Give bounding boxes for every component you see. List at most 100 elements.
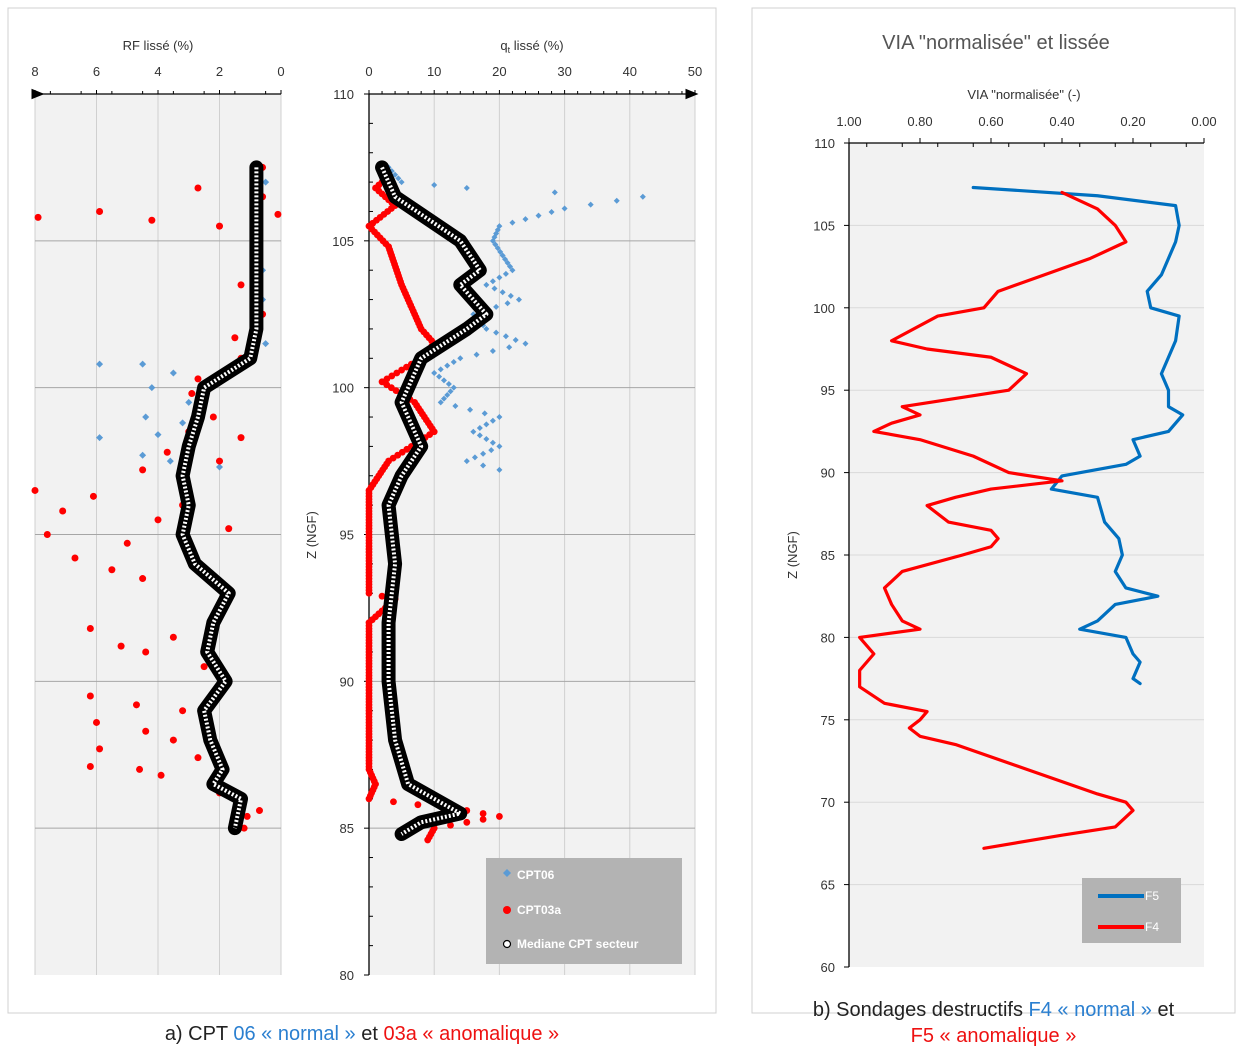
cpt06-point: [262, 178, 270, 186]
legend-cpt06-marker: [503, 869, 511, 877]
cpt06-point: [447, 388, 454, 395]
cpt06-point: [502, 270, 509, 277]
cpt06-point: [139, 451, 147, 459]
x-tick-label: 0.80: [907, 114, 932, 129]
cpt06-point: [502, 333, 509, 340]
cpt06-point: [476, 432, 483, 439]
cpt06-point: [444, 362, 451, 369]
legend-cpt06-label: CPT06: [517, 868, 555, 882]
cpt06-point: [450, 358, 457, 365]
cpt06-point: [148, 384, 156, 392]
cpt03a-point: [194, 754, 202, 762]
f5-line: [971, 185, 1185, 686]
cpt03a-point: [378, 592, 386, 600]
cpt03a-point: [216, 222, 223, 230]
cpt03a-point: [154, 516, 162, 524]
cpt03a-point: [237, 434, 245, 442]
cpt06-point: [483, 436, 490, 443]
cpt06-point: [483, 421, 490, 428]
legend-f4-label: F4: [1145, 920, 1159, 934]
y-tick-label: 100: [813, 301, 835, 316]
cpt06-point: [506, 263, 513, 270]
cpt03a-point: [209, 413, 217, 421]
cpt03a-point: [96, 207, 104, 215]
y-tick-label: 95: [340, 528, 354, 543]
x-tick-label: 0: [365, 64, 372, 79]
cpt06-point: [522, 340, 529, 347]
median-line: [180, 167, 259, 829]
cpt06-point: [489, 347, 496, 354]
cpt06-point: [437, 366, 444, 373]
cpt06-point: [436, 373, 443, 380]
cpt03a-point: [447, 821, 454, 829]
legend-f5-label: F5: [1145, 889, 1159, 903]
cpt06-point: [499, 252, 506, 259]
panel-b-grid: [849, 224, 1204, 886]
cpt06-point: [509, 219, 516, 226]
panel-a-left-x-label: RF lissé (%): [123, 38, 194, 53]
x-tick-label: 4: [154, 64, 161, 79]
cpt06-point: [445, 380, 452, 387]
cpt06-point: [489, 278, 496, 285]
y-tick-label: 65: [821, 878, 835, 893]
cpt06-point: [548, 209, 555, 216]
x-tick-label: 0.20: [1120, 114, 1145, 129]
cpt06-point: [587, 201, 594, 208]
cpt03a-point: [216, 457, 223, 465]
cpt03a-point: [157, 771, 165, 779]
cpt03a-point: [59, 507, 67, 515]
cpt06-point: [166, 457, 174, 465]
cpt03a-point: [365, 589, 373, 597]
cpt06-point: [450, 384, 457, 391]
cpt06-point: [561, 205, 568, 212]
cpt03a-point: [148, 216, 156, 224]
legend-cpt03a-marker: [503, 906, 511, 914]
cpt06-point: [216, 463, 223, 471]
cpt03a-point: [93, 718, 100, 726]
cpt03a-point: [390, 798, 397, 806]
cpt03a-point: [142, 727, 150, 735]
cpt06-point: [480, 450, 487, 457]
cpt03a-point: [225, 525, 233, 533]
cpt03a-point: [383, 375, 391, 383]
cpt06-point: [481, 410, 488, 417]
cpt03a-point: [237, 281, 245, 289]
legend-cpt03a-label: CPT03a: [517, 903, 561, 917]
cpt06-point: [169, 369, 177, 377]
cpt03a-point: [463, 818, 471, 826]
cpt06-point: [431, 182, 438, 189]
cpt03a-point: [274, 210, 282, 218]
cpt06-point: [506, 344, 513, 351]
cpt06-point: [509, 267, 516, 274]
x-tick-label: 20: [492, 64, 506, 79]
cpt06-point: [463, 458, 470, 465]
y-tick-label: 90: [340, 674, 354, 689]
x-tick-label: 40: [623, 64, 637, 79]
y-tick-label: 85: [340, 821, 354, 836]
y-tick-label: 70: [821, 795, 835, 810]
cpt03a-point: [188, 390, 196, 398]
cpt06-point: [504, 300, 511, 307]
caption-b-et: et: [1151, 999, 1175, 1021]
cpt06-point: [493, 303, 500, 310]
cpt06-point: [395, 175, 402, 182]
median-halo: [375, 160, 494, 842]
cpt03a-point: [136, 765, 144, 773]
cpt03a-point: [403, 363, 410, 371]
caption-b-f5: F5 « anomalique »: [910, 1025, 1077, 1047]
y-tick-label: 60: [821, 960, 835, 975]
cpt03a-point: [496, 813, 503, 820]
cpt03a-point: [108, 566, 116, 574]
x-tick-label: 0: [277, 64, 284, 79]
y-tick-label: 100: [332, 381, 354, 396]
caption-b: b) Sondages destructifs F4 « normal » et…: [752, 997, 1235, 1049]
caption-b-prefix: b) Sondages destructifs: [812, 999, 1029, 1021]
panel-a-legend: CPT06 CPT03a Mediane CPT secteur: [486, 858, 682, 964]
panel-b-ticks: 1.00 0.80 0.60 0.40 0.20 0.00 60 65 70 75 80 85 90 95…: [813, 114, 1216, 975]
x-tick-label: 2: [216, 64, 223, 79]
caption-a-cpt06: 06: [233, 1023, 256, 1045]
cpt03a-point: [71, 554, 79, 562]
panel-a-right-x-label: qt lissé (%): [500, 38, 563, 55]
cpt03a-point: [414, 801, 422, 809]
x-tick-label: 0.40: [1049, 114, 1074, 129]
